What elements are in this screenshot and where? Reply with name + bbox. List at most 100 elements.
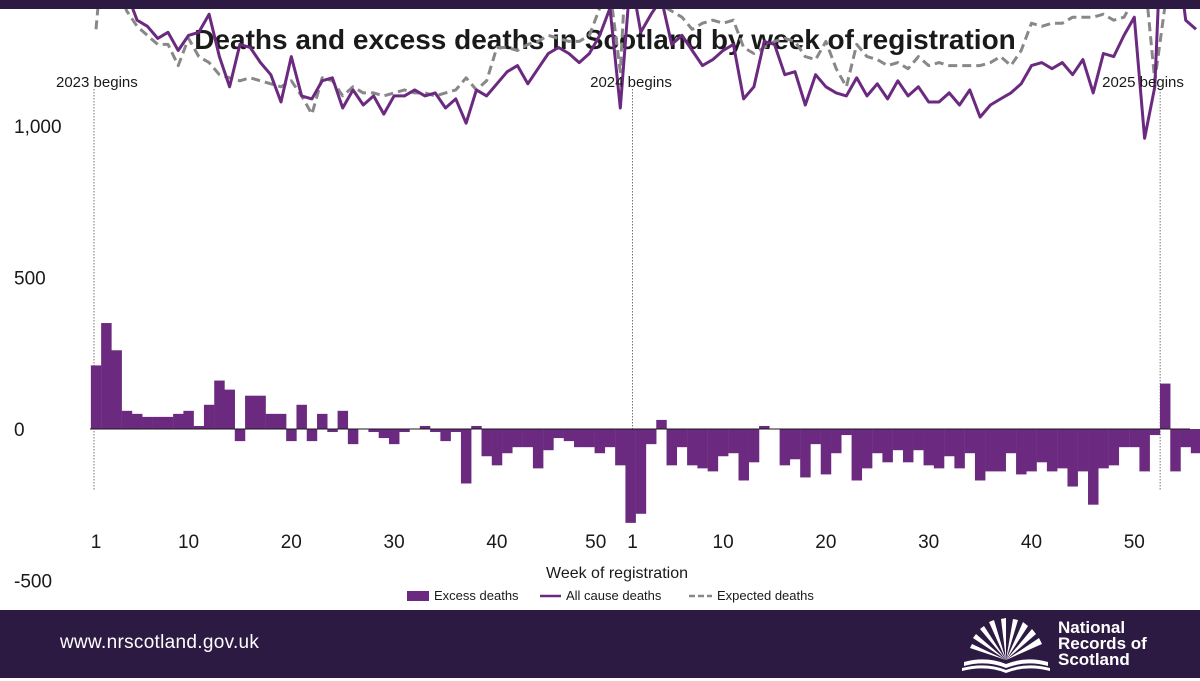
excess-bar (275, 413, 287, 429)
excess-bar (759, 425, 770, 429)
excess-bar (142, 416, 153, 429)
x-tick-label: 20 (281, 532, 302, 553)
book-fan-icon (962, 618, 1050, 673)
year-annotation: 2024 begins (590, 74, 672, 91)
excess-bar (522, 429, 534, 448)
excess-bar (111, 350, 122, 429)
footer: www.nrscotland.gov.uk National Records o… (0, 610, 1200, 678)
chart-title: Deaths and excess deaths in Scotland by … (194, 24, 1016, 55)
x-tick-label: 30 (918, 532, 939, 553)
excess-bar (214, 380, 225, 429)
excess-bar (1088, 429, 1099, 505)
excess-bar (193, 425, 205, 429)
excess-bar (1149, 429, 1161, 436)
excess-bar (841, 429, 852, 436)
excess-bar (697, 429, 708, 469)
x-axis: 11020304050110203040505 (91, 532, 1145, 553)
excess-bar (224, 389, 235, 429)
excess-bar (861, 429, 873, 469)
excess-bar (1170, 429, 1181, 472)
excess-bar (738, 429, 749, 481)
excess-bar (954, 429, 965, 469)
excess-bar (1005, 429, 1017, 454)
excess-bar (1180, 429, 1192, 448)
excess-bar (923, 429, 935, 466)
x-tick-label: 1 (627, 532, 638, 553)
x-tick-label: 40 (486, 532, 507, 553)
excess-bar (1046, 429, 1058, 472)
excess-bar (152, 416, 164, 429)
excess-bar (995, 429, 1006, 472)
excess-bar (933, 429, 945, 469)
annotations: 2023 begins 2024 begins 2025 begins (56, 74, 1184, 91)
excess-deaths-bars (90, 323, 1200, 523)
legend-label: Excess deaths (434, 588, 519, 603)
excess-bar (419, 425, 431, 429)
excess-bar (532, 429, 544, 469)
all-cause-deaths-line (131, 9, 1197, 140)
top-strip (0, 0, 1200, 9)
excess-bar (388, 429, 400, 445)
x-tick-label: 50 (585, 532, 606, 553)
excess-bar (450, 429, 462, 433)
excess-bar (1067, 429, 1078, 487)
expected-deaths-line (94, 9, 1167, 116)
excess-bar (1036, 429, 1048, 463)
excess-bar (203, 404, 215, 429)
excess-bar (1016, 429, 1027, 475)
excess-bar (90, 365, 102, 429)
excess-bar (913, 429, 924, 451)
excess-bar (1118, 429, 1130, 448)
excess-bar (512, 429, 523, 448)
excess-bar (666, 429, 678, 466)
excess-bar (964, 429, 976, 454)
excess-bar (337, 410, 349, 429)
excess-bar (543, 429, 554, 451)
excess-bar (553, 429, 564, 439)
excess-bar (851, 429, 863, 481)
nrs-logo: National Records of Scotland (958, 614, 1188, 676)
logo-line-1: National (1058, 618, 1126, 637)
y-tick-label: -500 (14, 571, 52, 592)
excess-bar (245, 395, 256, 429)
excess-bar (1139, 429, 1150, 472)
excess-bar (594, 429, 606, 454)
excess-bar (121, 410, 133, 429)
excess-bar (615, 429, 626, 466)
x-tick-label: 30 (384, 532, 405, 553)
x-tick-label: 10 (713, 532, 734, 553)
excess-bar (574, 429, 585, 448)
excess-bar (460, 429, 472, 484)
excess-bar (892, 429, 904, 451)
excess-bar (625, 429, 636, 523)
excess-bar (131, 413, 143, 429)
excess-bar (1057, 429, 1068, 469)
excess-bar (563, 429, 575, 442)
excess-bar (471, 425, 482, 429)
footer-url[interactable]: www.nrscotland.gov.uk (60, 632, 260, 653)
y-tick-label: 500 (14, 269, 46, 290)
excess-bar (717, 429, 729, 457)
x-tick-label: 20 (815, 532, 836, 553)
y-tick-label: 0 (14, 420, 25, 441)
excess-bar (974, 429, 986, 481)
x-tick-label: 40 (1021, 532, 1042, 553)
excess-bar (1159, 383, 1171, 429)
excess-bar (728, 429, 739, 454)
excess-bar (882, 429, 893, 463)
excess-bar (779, 429, 791, 466)
excess-bar (831, 429, 842, 454)
excess-bar (430, 429, 441, 433)
excess-bar (296, 404, 307, 429)
x-axis-label: Week of registration (546, 565, 688, 582)
excess-bar (985, 429, 996, 472)
y-tick-label: 1,000 (14, 117, 62, 138)
excess-bar (1026, 429, 1037, 472)
excess-bar (101, 323, 112, 429)
excess-bar (327, 429, 338, 433)
excess-bar (286, 429, 297, 442)
excess-bar (707, 429, 719, 472)
excess-bar (1190, 429, 1200, 454)
excess-bar (635, 429, 647, 514)
